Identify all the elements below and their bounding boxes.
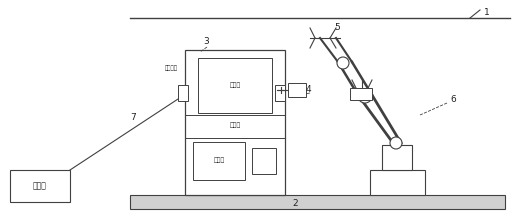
Bar <box>275 85 285 101</box>
Text: 上位机: 上位机 <box>33 181 47 191</box>
Text: 光纤接头: 光纤接头 <box>165 65 178 71</box>
Text: 蓄电池: 蓄电池 <box>213 157 225 163</box>
Bar <box>370 170 425 195</box>
Text: 1: 1 <box>484 8 490 17</box>
Circle shape <box>358 89 372 103</box>
Text: 6: 6 <box>450 95 456 105</box>
Bar <box>185 50 285 195</box>
Text: 2: 2 <box>292 198 298 208</box>
Bar <box>198 58 272 113</box>
Bar <box>382 145 412 170</box>
Bar <box>130 195 505 209</box>
Bar <box>350 88 372 100</box>
Bar <box>10 170 70 202</box>
Circle shape <box>337 57 349 69</box>
Bar <box>288 83 306 97</box>
Circle shape <box>390 137 402 149</box>
Text: 5: 5 <box>334 23 340 32</box>
Text: 变流器: 变流器 <box>229 122 240 128</box>
Text: 示波器: 示波器 <box>229 82 240 88</box>
Text: 7: 7 <box>130 114 136 122</box>
Text: 3: 3 <box>203 38 209 46</box>
Bar <box>252 148 276 174</box>
Text: 4: 4 <box>306 86 312 95</box>
Bar <box>178 85 188 101</box>
Bar <box>193 142 245 180</box>
